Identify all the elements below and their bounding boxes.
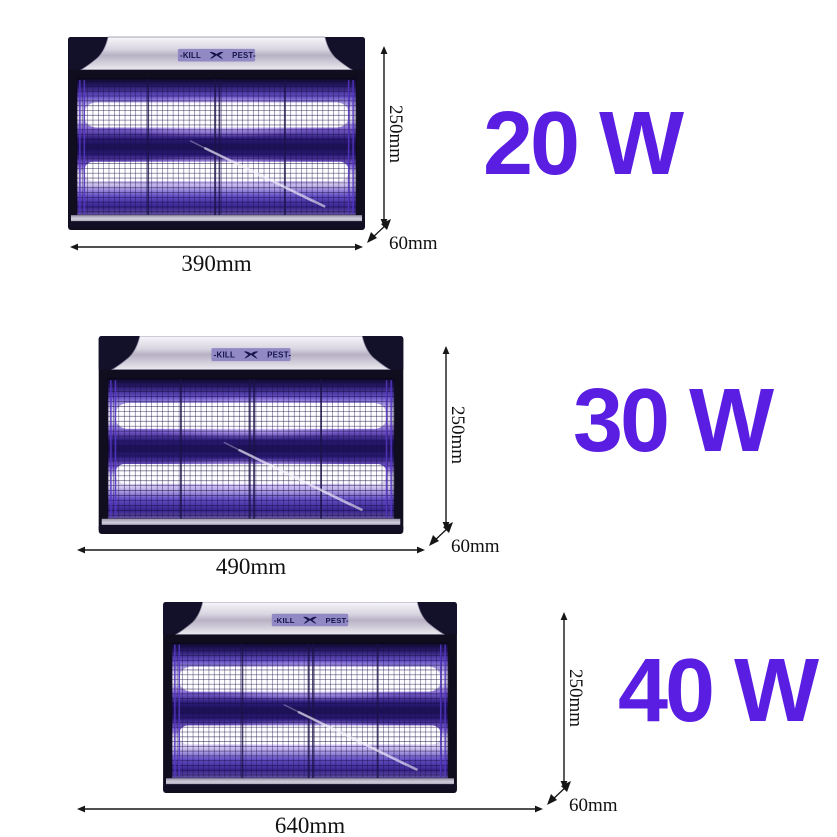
svg-text:PEST-: PEST- (232, 51, 256, 60)
svg-text:-KILL: -KILL (214, 351, 236, 360)
svg-text:PEST-: PEST- (267, 351, 291, 360)
svg-text:-KILL: -KILL (274, 616, 295, 625)
svg-text:PEST-: PEST- (325, 616, 349, 625)
svg-text:-KILL: -KILL (180, 51, 201, 60)
